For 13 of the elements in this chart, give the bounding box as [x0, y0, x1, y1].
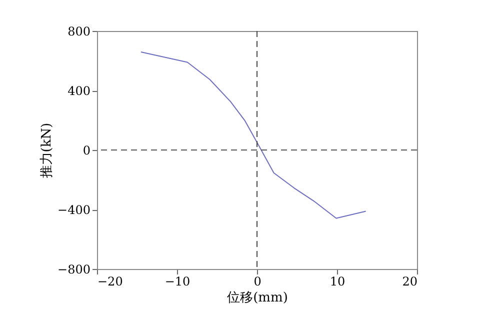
y-tick-label: −800: [58, 262, 90, 276]
y-axis-title: 推力(kN): [40, 122, 55, 178]
y-tick-label: 0: [82, 144, 90, 158]
x-axis-title: 位移(mm): [227, 290, 288, 306]
line-series: [140, 51, 366, 219]
x-tick-label: 10: [330, 274, 346, 288]
x-tick-label: 0: [254, 274, 262, 288]
y-tick-label: −400: [58, 203, 90, 217]
x-tick-label: −10: [164, 274, 190, 288]
y-tick-label: 400: [68, 84, 90, 98]
y-tick-label: 800: [68, 24, 90, 38]
x-tick-label: 20: [402, 274, 418, 288]
x-tick-label: −20: [98, 274, 123, 288]
